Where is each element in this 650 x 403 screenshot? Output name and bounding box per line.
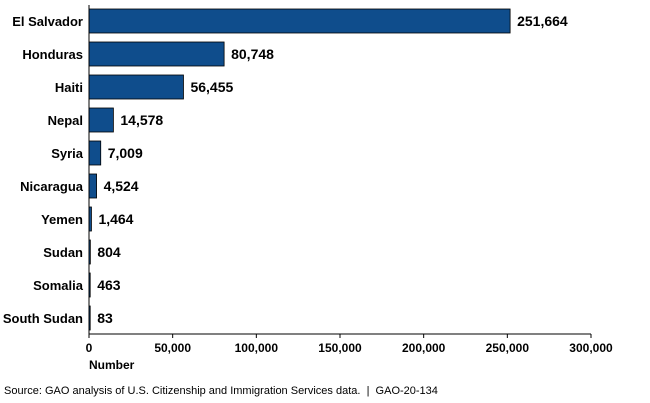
category-label: South Sudan	[3, 311, 83, 326]
x-tick-label: 100,000	[235, 341, 279, 355]
value-label: 14,578	[120, 112, 163, 128]
source-separator: |	[366, 385, 370, 397]
bar-honduras	[88, 41, 225, 67]
category-label: Honduras	[22, 47, 83, 62]
bar-el-salvador	[88, 8, 511, 34]
category-label: Nicaragua	[20, 179, 84, 194]
value-label: 251,664	[517, 13, 568, 29]
source-text: Source: GAO analysis of U.S. Citizenship…	[4, 385, 361, 397]
value-label: 80,748	[231, 46, 274, 62]
bar-nicaragua	[88, 173, 97, 199]
x-tick-label: 0	[86, 341, 93, 355]
axis-group: 0 50,000 100,000 150,000 200,000 250,000 300,0…	[86, 5, 613, 355]
x-tick-label: 200,000	[402, 341, 446, 355]
x-tick-label: 150,000	[318, 341, 362, 355]
source-note: Source: GAO analysis of U.S. Citizenship…	[4, 385, 438, 397]
x-axis-title: Number	[89, 358, 135, 372]
bar-nepal	[88, 107, 114, 133]
category-label: Syria	[51, 146, 84, 161]
x-tick-label: 50,000	[154, 341, 191, 355]
bar-haiti	[88, 74, 184, 100]
value-label: 7,009	[108, 145, 143, 161]
category-label: Sudan	[43, 245, 83, 260]
report-id: GAO-20-134	[375, 385, 438, 397]
value-label: 56,455	[190, 79, 233, 95]
category-label: Somalia	[33, 278, 84, 293]
value-label: 4,524	[104, 178, 139, 194]
bars-group: El Salvador 251,664 Honduras 80,748 Haiti 56,…	[3, 8, 568, 331]
value-label: 1,464	[98, 211, 133, 227]
x-tick-label: 250,000	[486, 341, 530, 355]
category-label: Haiti	[55, 80, 83, 95]
category-label: Yemen	[41, 212, 83, 227]
value-label: 83	[97, 310, 113, 326]
category-label: Nepal	[48, 113, 83, 128]
bar-syria	[88, 140, 102, 166]
x-tick-label: 300,000	[569, 341, 613, 355]
value-label: 463	[97, 277, 121, 293]
value-label: 804	[97, 244, 121, 260]
category-label: El Salvador	[12, 14, 83, 29]
